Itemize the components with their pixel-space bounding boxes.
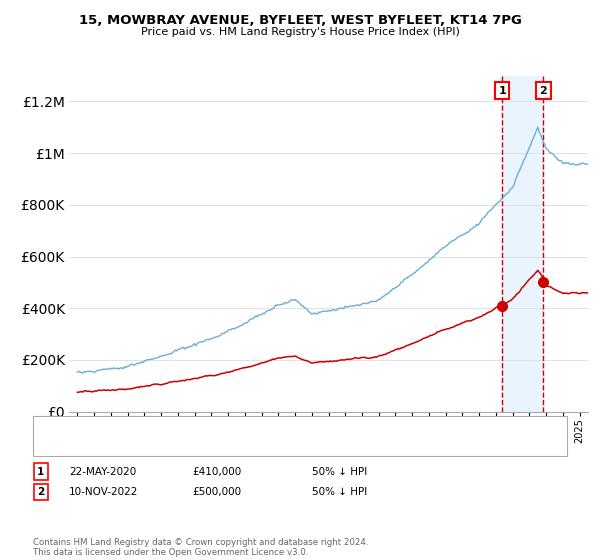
Text: —: — <box>40 436 58 454</box>
Text: 15, MOWBRAY AVENUE, BYFLEET, WEST BYFLEET, KT14 7PG (detached house): 15, MOWBRAY AVENUE, BYFLEET, WEST BYFLEE… <box>78 422 466 432</box>
Text: 1: 1 <box>498 86 506 96</box>
Text: £410,000: £410,000 <box>192 466 241 477</box>
Text: 2: 2 <box>539 86 547 96</box>
Bar <box>502 76 543 412</box>
Text: 22-MAY-2020: 22-MAY-2020 <box>69 466 136 477</box>
Text: 50% ↓ HPI: 50% ↓ HPI <box>312 466 367 477</box>
Text: —: — <box>40 418 58 436</box>
Text: 1: 1 <box>37 466 44 477</box>
Text: HPI: Average price, detached house, Woking: HPI: Average price, detached house, Woki… <box>78 440 299 450</box>
Text: 15, MOWBRAY AVENUE, BYFLEET, WEST BYFLEET, KT14 7PG: 15, MOWBRAY AVENUE, BYFLEET, WEST BYFLEE… <box>79 14 521 27</box>
Text: Contains HM Land Registry data © Crown copyright and database right 2024.
This d: Contains HM Land Registry data © Crown c… <box>33 538 368 557</box>
Text: 2: 2 <box>37 487 44 497</box>
Text: Price paid vs. HM Land Registry's House Price Index (HPI): Price paid vs. HM Land Registry's House … <box>140 27 460 37</box>
Text: £500,000: £500,000 <box>192 487 241 497</box>
Text: 50% ↓ HPI: 50% ↓ HPI <box>312 487 367 497</box>
Text: 10-NOV-2022: 10-NOV-2022 <box>69 487 139 497</box>
